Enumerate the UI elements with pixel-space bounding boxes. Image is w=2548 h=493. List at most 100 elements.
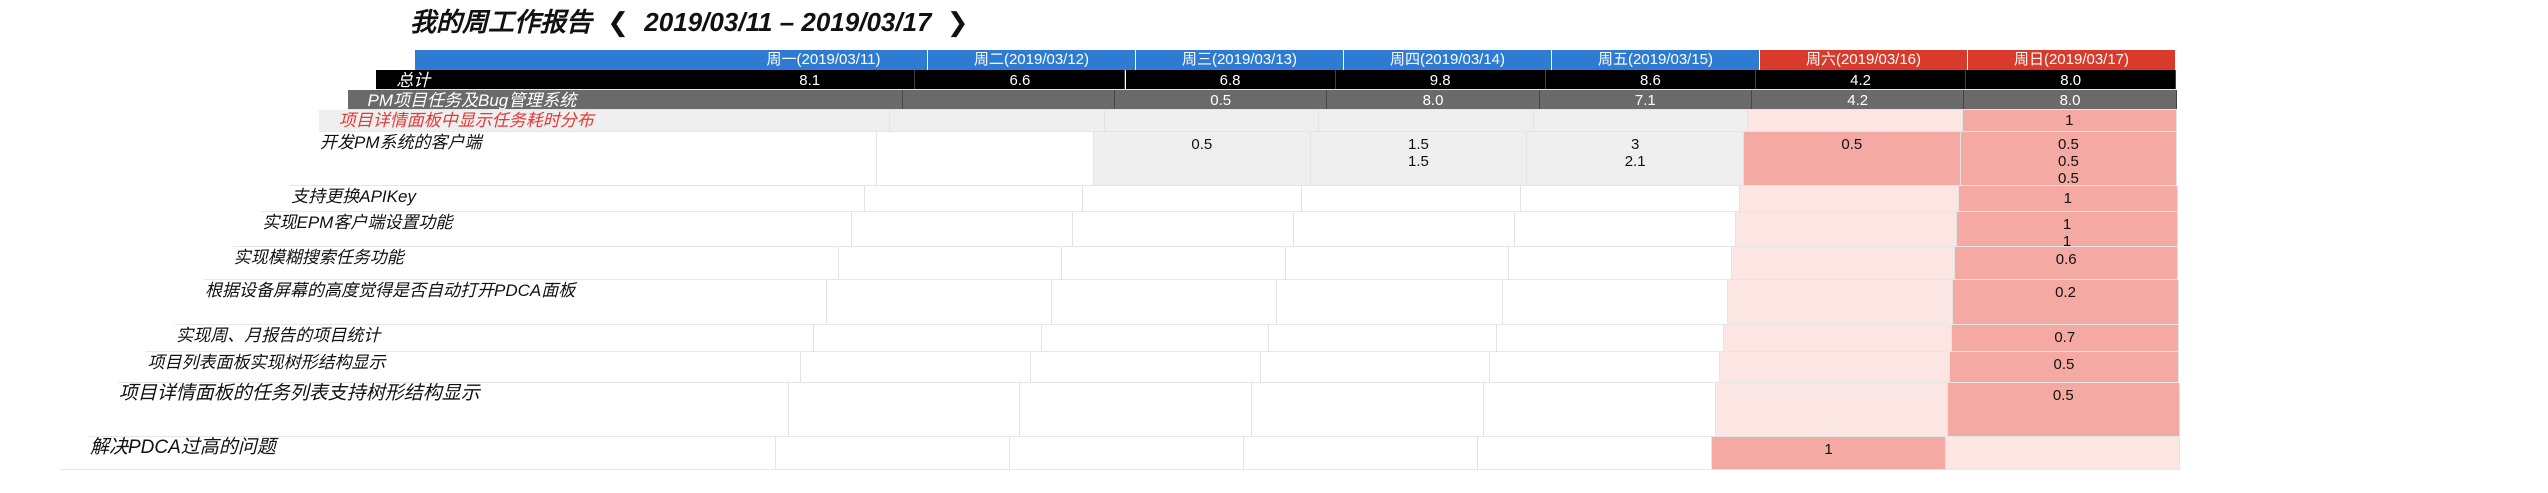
table-cell[interactable] [690, 90, 903, 110]
table-cell[interactable]: 8.1 [705, 70, 916, 90]
table-cell[interactable] [1515, 212, 1736, 247]
table-cell[interactable] [1073, 212, 1294, 247]
table-cell[interactable]: 1 [1962, 110, 2177, 132]
table-cell[interactable] [1496, 325, 1724, 352]
table-cell[interactable]: 6.8 [1125, 70, 1336, 90]
table-cell[interactable] [1041, 325, 1269, 352]
row-label: 实现周、月报告的项目统计 [176, 326, 381, 345]
table-cell[interactable] [902, 90, 1115, 110]
table-cell[interactable]: 8.0 [1327, 90, 1540, 110]
table-cell[interactable] [1521, 186, 1740, 212]
table-cell[interactable] [1277, 280, 1503, 325]
table-cell[interactable] [616, 247, 840, 280]
table-cell[interactable]: 9.8 [1335, 70, 1546, 90]
table-cell[interactable] [1502, 280, 1728, 325]
day-header[interactable]: 周五(2019/03/15) [1552, 50, 1760, 70]
row-divider [175, 324, 2179, 325]
table-cell[interactable]: 0.6 [1955, 247, 2179, 280]
table-cell[interactable]: 8.6 [1545, 70, 1756, 90]
table-cell[interactable] [1244, 437, 1478, 470]
table-cell[interactable] [556, 383, 789, 437]
table-cell[interactable]: 0.5 [1949, 352, 2180, 383]
table-cell[interactable] [1736, 212, 1957, 247]
table-cell[interactable] [1260, 352, 1491, 383]
table-cell[interactable] [788, 383, 1021, 437]
table-cell[interactable]: 0.5 [1744, 132, 1961, 186]
table-cell[interactable]: 0.2 [1953, 280, 2179, 325]
table-cell[interactable] [542, 437, 776, 470]
table-cell[interactable]: 8.0 [1964, 90, 2177, 110]
day-header[interactable]: 周二(2019/03/12) [928, 50, 1136, 70]
table-cell[interactable]: 4.2 [1752, 90, 1965, 110]
table-cell[interactable] [1740, 186, 1959, 212]
table-cell[interactable] [890, 110, 1105, 132]
day-header[interactable]: 周三(2019/03/13) [1136, 50, 1344, 70]
table-cell[interactable] [1020, 383, 1253, 437]
table-cell[interactable] [1732, 247, 1956, 280]
chevron-left-icon[interactable]: ❮ [607, 7, 630, 37]
table-cell[interactable] [1748, 110, 1963, 132]
table-cell[interactable] [877, 132, 1094, 186]
table-cell[interactable] [571, 352, 802, 383]
table-cell[interactable]: 4.2 [1756, 70, 1967, 90]
table-cell[interactable] [1490, 352, 1720, 383]
day-header[interactable]: 周日(2019/03/17) [1968, 50, 2176, 70]
table-cell[interactable] [1302, 186, 1522, 212]
table-cell[interactable] [631, 212, 852, 247]
table-cell[interactable]: 8.0 [1966, 70, 2177, 90]
day-header[interactable]: 周六(2019/03/16) [1760, 50, 1968, 70]
table-cell[interactable]: 6.6 [915, 70, 1126, 90]
table-cell[interactable] [1533, 110, 1748, 132]
row-divider [203, 279, 2179, 280]
table-cell[interactable] [1010, 437, 1244, 470]
row-divider [318, 131, 2177, 132]
table-cell[interactable] [1508, 247, 1732, 280]
table-cell[interactable]: 1 1 [1957, 212, 2178, 247]
table-cell[interactable] [776, 437, 1010, 470]
table-cell[interactable]: 0.5 [1947, 383, 2180, 437]
table-cell[interactable] [586, 325, 814, 352]
table-cell[interactable]: 1 [1712, 437, 1946, 470]
table-cell[interactable]: 0.5 0.5 0.5 [1960, 132, 2178, 186]
table-cell[interactable] [852, 212, 1073, 247]
table-cell[interactable] [839, 247, 1063, 280]
table-cell[interactable] [1062, 247, 1286, 280]
table-cell[interactable] [1052, 280, 1278, 325]
table-cell[interactable] [1724, 325, 1952, 352]
table-cell[interactable] [1031, 352, 1261, 383]
table-cell[interactable]: 1 [1958, 186, 2178, 212]
table-cell[interactable] [645, 186, 865, 212]
table-cell[interactable] [826, 280, 1052, 325]
table-cell[interactable]: 0.7 [1951, 325, 2179, 352]
table-cell[interactable] [1946, 437, 2180, 470]
table-cell[interactable] [675, 110, 890, 132]
table-cell[interactable] [660, 132, 878, 186]
table-cell[interactable] [814, 325, 1042, 352]
day-header[interactable]: 周四(2019/03/14) [1344, 50, 1552, 70]
table-cell[interactable]: 3 2.1 [1527, 132, 1744, 186]
chevron-right-icon[interactable]: ❯ [946, 7, 969, 37]
table-cell[interactable] [1716, 383, 1948, 437]
table-cell[interactable] [1294, 212, 1515, 247]
row-divider [232, 246, 2178, 247]
table-cell[interactable] [1319, 110, 1534, 132]
table-cell[interactable]: 7.1 [1539, 90, 1752, 110]
table-cell[interactable] [1285, 247, 1509, 280]
table-cell[interactable] [1269, 325, 1497, 352]
table-cell[interactable] [601, 280, 827, 325]
table-cell[interactable]: 0.5 [1094, 132, 1311, 186]
table-cell[interactable] [1484, 383, 1716, 437]
row-label: 项目详情面板的任务列表支持树形结构显示 [118, 383, 480, 404]
table-cell[interactable] [1252, 383, 1485, 437]
table-cell[interactable] [801, 352, 1031, 383]
table-cell[interactable] [864, 186, 1084, 212]
table-cell[interactable]: 1.5 1.5 [1310, 132, 1528, 186]
table-cell[interactable] [1104, 110, 1319, 132]
table-cell[interactable] [1083, 186, 1303, 212]
table-cell[interactable] [1728, 280, 1954, 325]
day-header[interactable]: 周一(2019/03/11) [720, 50, 928, 70]
table-cell[interactable] [1478, 437, 1712, 470]
table-cell[interactable]: 0.5 [1115, 90, 1328, 110]
table-cell[interactable] [1720, 352, 1950, 383]
